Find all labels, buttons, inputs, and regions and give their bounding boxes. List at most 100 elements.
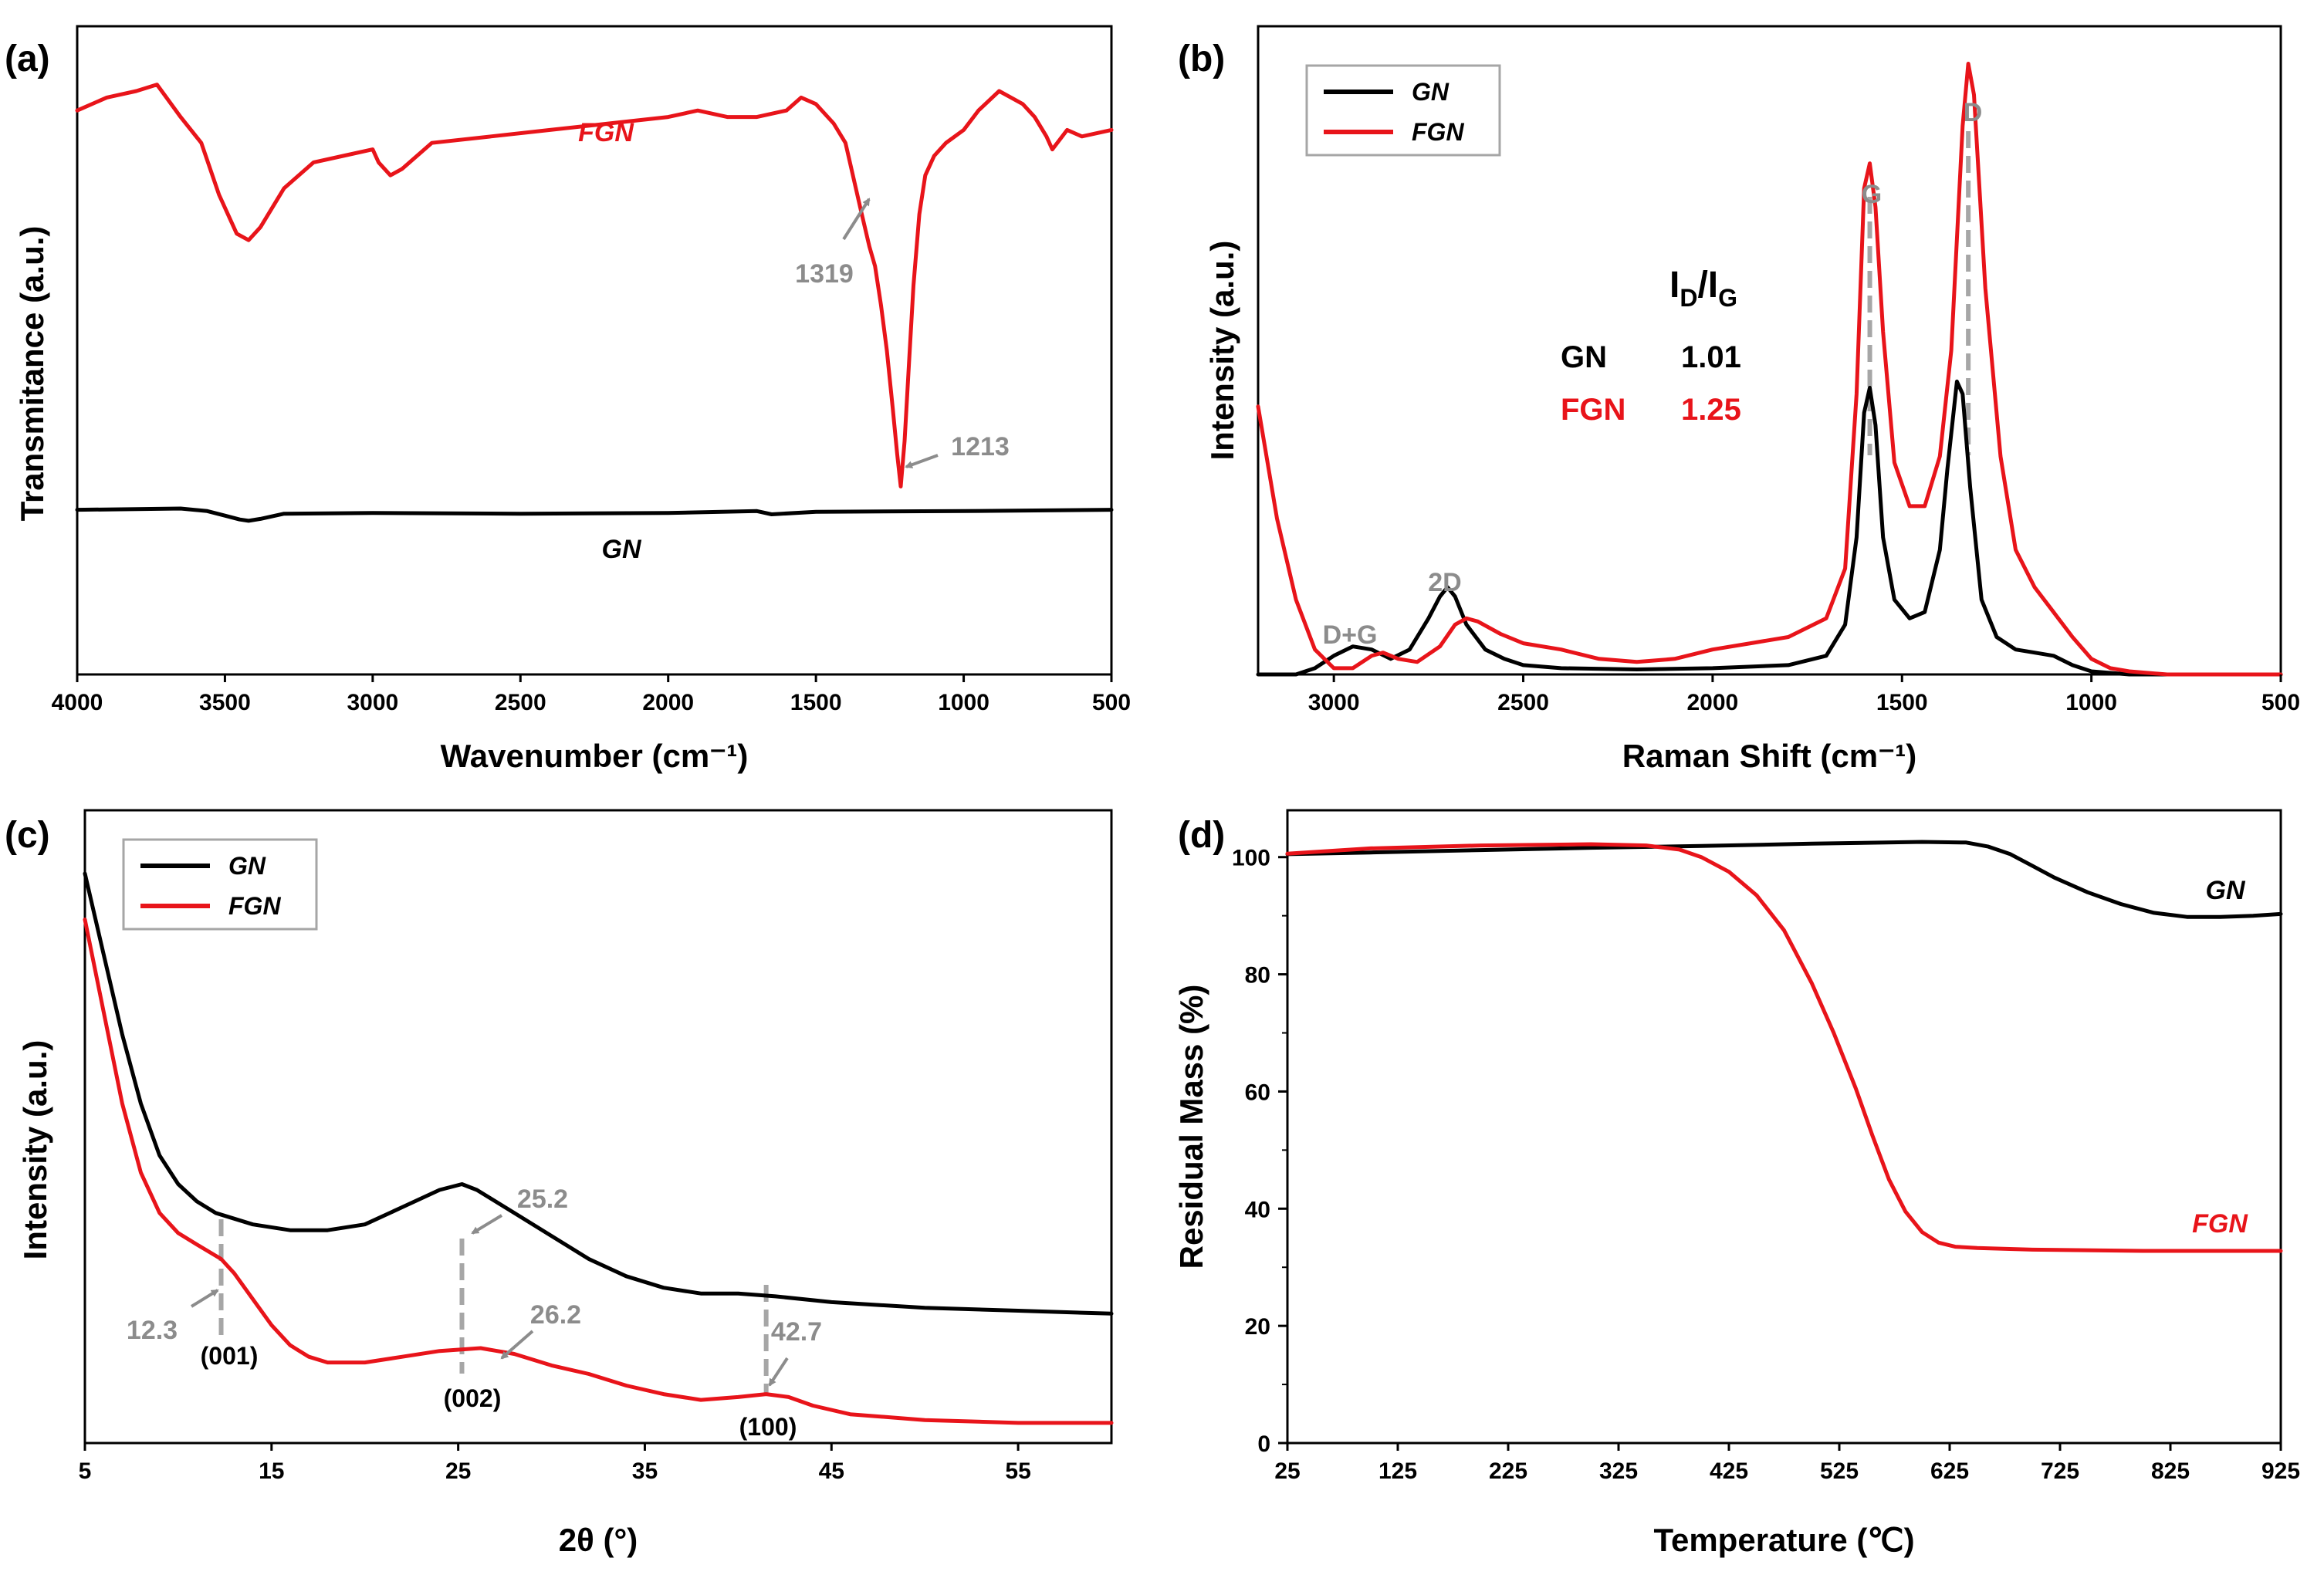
panel-b-ratio-row-label-gn: GN: [1561, 340, 1607, 374]
panel-a-x-tick-label: 4000: [52, 690, 103, 715]
panel-b-legend-box: [1305, 64, 1501, 157]
panel-d-series-label-gn: GN: [2206, 876, 2246, 905]
panel-d-panel-label: (d): [1178, 815, 1225, 856]
panel-b-legend-label-gn: GN: [1412, 78, 1450, 106]
panel-b-ratio-row-value-fgn: 1.25: [1681, 393, 1741, 427]
ratio-title-sep: /I: [1697, 265, 1718, 306]
panel-c-plane-001: (001): [201, 1342, 259, 1370]
panel-c-arrow: [768, 1357, 789, 1387]
panel-d-x-tick-label: 925: [2261, 1458, 2300, 1484]
ratio-title-sub-d: D: [1680, 284, 1697, 312]
panel-a-x-tick-label: 2000: [642, 690, 694, 715]
panel-d-y-tick-label: 20: [1245, 1314, 1270, 1340]
panel-b-ratio-row-value-gn: 1.01: [1681, 340, 1741, 374]
panel-c-x-axis-title: 2θ (°): [559, 1522, 638, 1558]
panel-c-plane-002: (002): [444, 1384, 502, 1412]
panel-b-peak-label-2d: 2D: [1428, 568, 1461, 597]
panel-b-x-tick-label: 3000: [1308, 690, 1360, 715]
panel-d-y-axis-title: Residual Mass (%): [1173, 985, 1209, 1269]
panel-d-x-tick-label: 125: [1379, 1458, 1417, 1484]
ratio-title-sub-g: G: [1718, 284, 1737, 312]
panel-b-x-tick-label: 2500: [1497, 690, 1549, 715]
panel-b-peak-label-g: G: [1862, 180, 1882, 209]
panel-a-plot-frame: [76, 25, 1113, 676]
panel-b-x-tick-label: 500: [2261, 690, 2300, 715]
panel-b-raman: (b) 3000 2500 2000 1500 1000 500 Raman Shift (c…: [1178, 25, 2300, 774]
panel-c-x-tick-label: 45: [819, 1458, 844, 1484]
panel-d-series-fgn-line: [1285, 842, 2283, 1253]
panel-c-series-gn-line: [83, 871, 1114, 1316]
panel-d-x-tick-label: 625: [1930, 1458, 1969, 1484]
panel-a-x-tick-label: 1500: [790, 690, 842, 715]
panel-a-series-fgn-line: [75, 83, 1114, 488]
panel-a-annotation-1213: 1213: [951, 432, 1010, 461]
panel-d-series-label-fgn: FGN: [2192, 1209, 2248, 1239]
panel-a-x-tick-label: 3000: [347, 690, 398, 715]
panel-d-x-tick-label: 325: [1599, 1458, 1638, 1484]
panel-c-arrow: [500, 1330, 534, 1360]
panel-d-y-tick-label: 100: [1232, 846, 1270, 871]
panel-d-tga: (d) 0 20 40 60 80 100 25 125 225 325 425 525 625 725 82…: [1173, 809, 2300, 1558]
ratio-title-i: I: [1669, 265, 1680, 306]
panel-a-x-tick-label: 500: [1092, 690, 1131, 715]
panel-c-plane-100: (100): [739, 1413, 797, 1441]
panel-b-x-axis-title: Raman Shift (cm⁻¹): [1622, 738, 1917, 774]
panel-c-x-tick-label: 5: [79, 1458, 92, 1484]
panel-d-y-tick-label: 60: [1245, 1080, 1270, 1105]
panel-d-y-tick-label: 0: [1257, 1431, 1270, 1457]
panel-a-annotation-1319: 1319: [795, 259, 854, 289]
panel-a-panel-label: (a): [5, 39, 50, 79]
panel-a-x-tick-label: 3500: [199, 690, 251, 715]
panel-d-x-tick-label: 425: [1710, 1458, 1748, 1484]
panel-b-plot-frame: [1257, 25, 2282, 676]
panel-c-series-fgn-line: [83, 918, 1114, 1425]
panel-a-x-tick-label: 2500: [495, 690, 546, 715]
panel-a-series-label-gn: GN: [602, 535, 642, 564]
panel-b-series-fgn-line: [1256, 62, 2283, 677]
panel-b-ratio-title: ID/IG: [1669, 265, 1737, 312]
panel-a-ftir: (a) 4000 3500 3000 2500 2000 1500 1000 500 Wavenu…: [5, 25, 1131, 774]
panel-b-y-axis-title: Intensity (a.u.): [1204, 241, 1240, 461]
panel-c-legend-box: [122, 838, 318, 931]
panel-c-arrow: [471, 1214, 503, 1235]
panel-b-x-tick-label: 1000: [2065, 690, 2117, 715]
panel-c-x-tick-label: 25: [445, 1458, 471, 1484]
panel-a-series-label-fgn: FGN: [578, 118, 634, 147]
panel-c-annotation-42-7: 42.7: [771, 1317, 822, 1347]
panel-d-x-axis-title: Temperature (℃): [1653, 1522, 1914, 1558]
panel-c-annotation-25-2: 25.2: [517, 1185, 568, 1214]
panel-c-x-tick-label: 55: [1005, 1458, 1030, 1484]
panel-b-peak-label-dg: D+G: [1323, 620, 1378, 650]
panel-b-ratio-row-label-fgn: FGN: [1561, 393, 1625, 427]
panel-a-x-axis-title: Wavenumber (cm⁻¹): [441, 738, 749, 774]
panel-c-xrd: (c) 5 15 25 35 45 55 2θ (°) Intensity (a.u.) GN FG…: [5, 809, 1114, 1558]
panel-c-annotation-12-3: 12.3: [127, 1316, 178, 1345]
panel-d-plot-frame: [1286, 809, 2282, 1445]
panel-c-y-axis-title: Intensity (a.u.): [17, 1040, 53, 1260]
panel-b-x-tick-label: 1500: [1876, 690, 1928, 715]
panel-d-y-tick-label: 80: [1245, 963, 1270, 989]
panel-b-peak-label-d: D: [1964, 98, 1983, 127]
panel-d-x-tick-label: 225: [1489, 1458, 1527, 1484]
panel-b-series-gn-line: [1256, 379, 2283, 677]
panel-c-plot-frame: [83, 809, 1113, 1445]
panel-d-x-tick-label: 25: [1274, 1458, 1300, 1484]
panel-c-annotation-26-2: 26.2: [530, 1300, 581, 1330]
panel-b-x-tick-label: 2000: [1687, 690, 1739, 715]
panel-c-x-tick-label: 15: [259, 1458, 284, 1484]
panel-c-panel-label: (c): [5, 815, 50, 856]
panel-a-arrow: [842, 198, 871, 241]
panel-a-y-axis-title: Transmitance (a.u.): [14, 226, 50, 522]
panel-d-series-gn-line: [1285, 840, 2283, 919]
panel-a-arrow: [905, 454, 939, 468]
panel-d-x-tick-label: 525: [1820, 1458, 1859, 1484]
panel-b-legend-label-fgn: FGN: [1412, 118, 1464, 146]
panel-d-x-tick-label: 725: [2041, 1458, 2079, 1484]
panel-b-panel-label: (b): [1178, 39, 1225, 79]
panel-d-y-tick-label: 40: [1245, 1197, 1270, 1222]
panel-c-legend-label-gn: GN: [228, 852, 266, 880]
panel-c-arrow: [190, 1289, 219, 1308]
panel-c-legend-label-fgn: FGN: [228, 892, 281, 920]
panel-a-x-tick-label: 1000: [938, 690, 989, 715]
